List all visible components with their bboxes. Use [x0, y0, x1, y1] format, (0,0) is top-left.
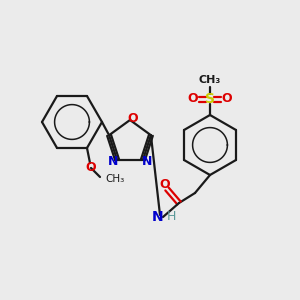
Text: N: N [108, 155, 118, 168]
Text: N: N [152, 210, 164, 224]
Text: O: O [86, 161, 96, 175]
Text: CH₃: CH₃ [199, 75, 221, 85]
Text: CH₃: CH₃ [105, 174, 124, 184]
Text: O: O [222, 92, 232, 106]
Text: H: H [166, 211, 176, 224]
Text: S: S [205, 92, 215, 106]
Text: N: N [142, 155, 152, 168]
Text: O: O [160, 178, 170, 191]
Text: O: O [188, 92, 198, 106]
Text: O: O [128, 112, 138, 124]
